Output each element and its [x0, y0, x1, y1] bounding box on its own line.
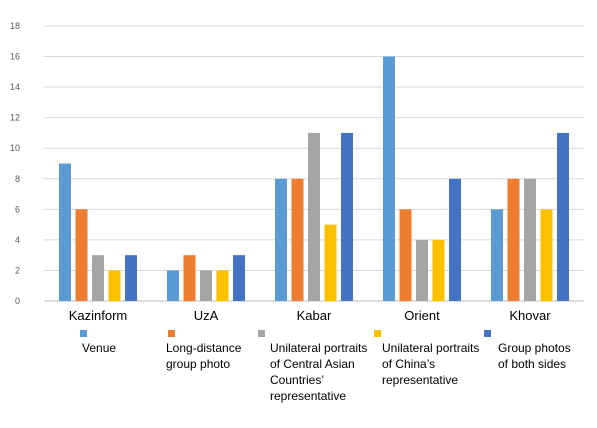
bar: [383, 56, 395, 301]
y-tick-label: 14: [10, 82, 20, 92]
bar: [416, 239, 428, 301]
bar: [59, 163, 71, 301]
x-category-label: UzA: [194, 308, 219, 322]
bar: [449, 178, 461, 301]
x-category-label: Orient: [404, 308, 440, 322]
bar: [167, 270, 179, 301]
bar: [75, 209, 88, 301]
bars: [59, 56, 569, 301]
bar: [275, 178, 287, 301]
bar: [507, 178, 520, 301]
legend-swatch-central-asian-portraits: [258, 330, 265, 337]
y-tick-label: 2: [15, 265, 20, 275]
legend-label-long-distance: Long-distance group photo: [166, 341, 242, 371]
bar: [291, 178, 304, 301]
y-axis-ticks: 0 2 4 6 8 10 12 14 16 18: [10, 21, 20, 306]
bar: [92, 255, 104, 301]
x-category-label: Kazinform: [69, 308, 128, 322]
y-tick-label: 4: [15, 235, 20, 245]
legend-label-group-photos: Group photos of both sides: [498, 341, 571, 371]
bar: [557, 132, 569, 301]
bar: [233, 255, 245, 301]
bar: [399, 209, 412, 301]
legend-swatch-long-distance: [168, 330, 175, 337]
x-category-label: Khovar: [509, 308, 551, 322]
legend-swatch-group-photos: [484, 330, 491, 337]
y-tick-label: 18: [10, 21, 20, 31]
legend-label-china-portraits: Unilateral portraits of China’s represen…: [382, 341, 480, 387]
x-axis-categories: Kazinform UzA Kabar Orient Khovar: [69, 308, 552, 322]
bar: [491, 209, 503, 301]
bar: [125, 255, 137, 301]
bar: [200, 270, 212, 301]
bar: [524, 178, 536, 301]
bar: [432, 239, 445, 301]
bar: [216, 270, 229, 301]
bar: [324, 224, 337, 301]
y-tick-label: 8: [15, 174, 20, 184]
bar: [540, 209, 553, 301]
y-tick-label: 10: [10, 143, 20, 153]
y-tick-label: 16: [10, 52, 20, 62]
legend-label-central-asian-portraits: Unilateral portraits of Central Asian Co…: [270, 341, 368, 403]
legend-swatch-china-portraits: [374, 330, 381, 337]
legend-swatch-venue: [80, 330, 87, 337]
y-tick-label: 6: [15, 204, 20, 214]
bar: [183, 255, 196, 301]
y-tick-label: 12: [10, 113, 20, 123]
y-tick-label: 0: [15, 296, 20, 306]
bar: [341, 132, 353, 301]
bar: [108, 270, 121, 301]
bar: [308, 132, 320, 301]
legend-label-venue: Venue: [82, 341, 117, 355]
legend: Venue Long-distance group photo Unilater…: [0, 322, 597, 428]
x-category-label: Kabar: [297, 308, 332, 322]
